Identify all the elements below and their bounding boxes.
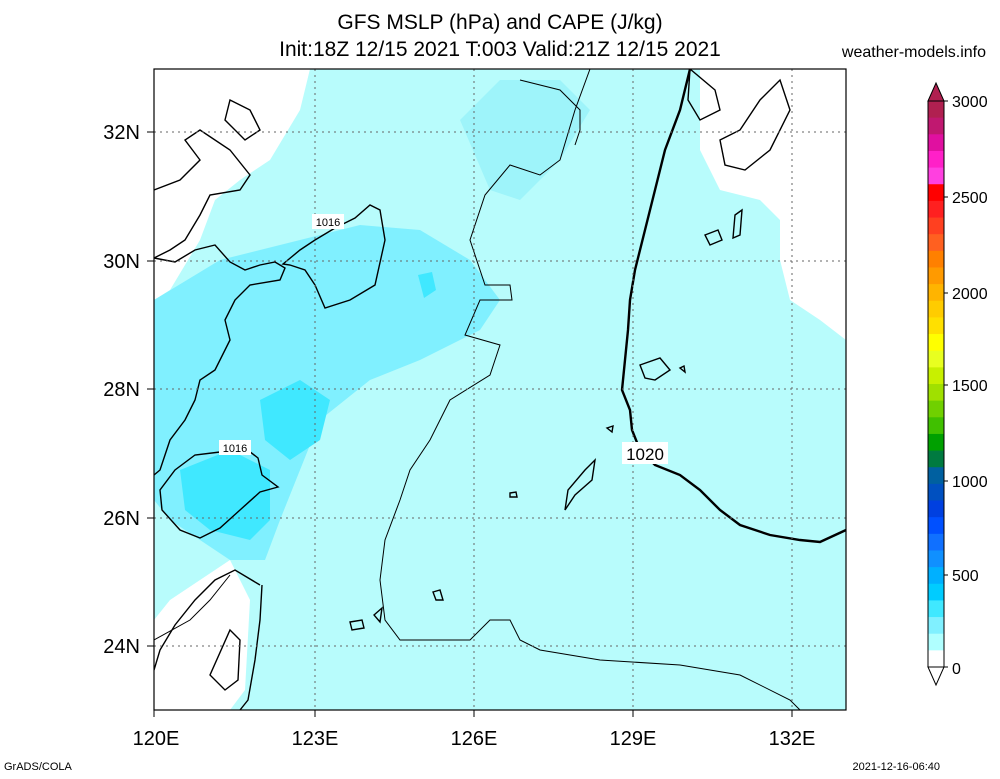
isobar-1016-south [159,447,280,539]
cape-core-east [418,272,436,298]
colorbar-swatch [928,367,944,385]
zero-cape-northwest [154,69,310,300]
colorbar-swatch [928,400,944,418]
colorbar-swatch [928,167,944,185]
grid-lines [154,69,846,710]
colorbar-swatch [928,533,944,551]
isobar-labels: 1016 1016 1020 [219,214,668,464]
colorbar-swatch [928,184,944,202]
footer-timestamp: 2021-12-16-06:40 [852,761,940,773]
colorbar-swatch [928,150,944,169]
lon-label: 120E [133,728,180,750]
longitude-labels: 120E 123E 126E 129E 132E [133,728,816,750]
colorbar-swatch [928,467,944,485]
colorbar-frame [927,100,945,668]
latitude-labels: 32N 30N 28N 26N 24N [103,122,140,658]
isobar-label-1016-south: 1016 [223,443,247,455]
colorbar-swatch [928,267,944,285]
chart-subtitle: Init:18Z 12/15 2021 T:003 Valid:21Z 12/1… [279,38,721,61]
colorbar-swatch [928,217,944,235]
colorbar-swatch [928,317,944,335]
zero-cape-taiwan [154,560,250,710]
colorbar-swatch [928,617,944,635]
colorbar-swatch [928,350,944,368]
colorbar-swatch [928,384,944,402]
colorbar-swatch [928,250,944,268]
cape-core-mid [260,380,330,460]
colorbar-swatch [928,600,944,618]
colorbar-label: 3000 [952,94,988,111]
colorbar-swatch [928,450,944,468]
colorbar-label: 2500 [952,190,988,207]
colorbar-swatch [928,417,944,435]
isobar-label-bg [219,440,251,455]
colorbar-swatch [928,300,944,318]
colorbar-top-arrow [927,81,945,102]
lat-label: 24N [103,636,140,658]
colorbar-swatch [928,567,944,585]
colorbar-swatch [928,134,944,152]
colorbar-bottom-arrow [927,666,945,687]
colorbar-label: 2000 [952,286,988,303]
colorbar-swatch [928,234,944,252]
map-area [154,69,846,710]
chart-title: GFS MSLP (hPa) and CAPE (J/kg) [337,11,663,34]
isobars-thin [154,69,801,710]
isobar-label-1020: 1020 [626,445,664,464]
colorbar-swatch [928,583,944,601]
isobar-1016-north [281,204,386,309]
lon-label: 123E [292,728,339,750]
colorbar-label: 500 [952,568,979,585]
cape-band-north [460,80,590,200]
site-credit: weather-models.info [841,44,986,61]
colorbar-swatch [928,334,944,352]
colorbar-labels: 3000 2500 2000 1500 1000 500 0 [952,94,988,678]
lat-label: 30N [103,251,140,273]
lon-label: 129E [610,728,657,750]
colorbar [927,81,948,687]
lat-label: 32N [103,122,140,144]
colorbar-label: 0 [952,661,961,678]
isobar-label-bg [312,214,344,229]
colorbar-swatch [928,550,944,568]
colorbar-swatch [928,500,944,518]
footer-software: GrADS/COLA [4,761,72,773]
lon-label: 126E [451,728,498,750]
colorbar-swatch [928,117,944,135]
colorbar-swatch [928,433,944,452]
isobar-label-bg [622,442,668,464]
colorbar-label: 1000 [952,474,988,491]
lat-label: 28N [103,379,140,401]
coastlines [154,69,791,710]
colorbar-swatch [928,517,944,535]
axis-ticks [147,131,793,717]
isobar-1020 [620,69,846,544]
lon-label: 132E [769,728,816,750]
colorbar-swatch [928,200,944,219]
colorbar-swatch [928,101,944,119]
colorbar-swatch [928,633,944,651]
isobar-label-1016-north: 1016 [316,217,340,229]
zero-cape-northeast [700,69,846,340]
colorbar-swatch [928,650,944,668]
colorbar-swatch [928,284,944,302]
colorbar-swatch [928,483,944,502]
lat-label: 26N [103,508,140,530]
colorbar-label: 1500 [952,378,988,395]
